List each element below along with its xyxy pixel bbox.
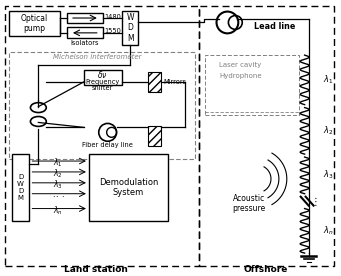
Text: $\lambda_2$: $\lambda_2$	[53, 168, 63, 180]
Bar	[148, 72, 161, 92]
Text: $\lambda_3$: $\lambda_3$	[323, 169, 334, 181]
Bar	[205, 55, 299, 115]
Text: Laser cavity: Laser cavity	[220, 62, 262, 68]
Bar	[89, 154, 168, 221]
Text: $\lambda_3$: $\lambda_3$	[53, 179, 63, 191]
Bar	[9, 10, 60, 36]
Text: Lead line: Lead line	[254, 22, 296, 31]
Text: Optical
pump: Optical pump	[21, 14, 48, 33]
Text: $\lambda_1$: $\lambda_1$	[53, 157, 63, 169]
Text: Isolators: Isolators	[71, 40, 99, 46]
Text: $\cdot\cdot\cdot$: $\cdot\cdot\cdot$	[52, 190, 65, 199]
Text: 1480: 1480	[105, 14, 121, 20]
Text: $\lambda_n$: $\lambda_n$	[323, 224, 334, 237]
Text: $\delta\nu$: $\delta\nu$	[97, 70, 108, 80]
Bar	[199, 6, 334, 266]
Bar	[122, 10, 138, 45]
Text: $\vdots$: $\vdots$	[310, 195, 317, 208]
Text: Acoustic
pressure: Acoustic pressure	[233, 194, 266, 213]
Bar	[12, 154, 29, 221]
Text: Fiber delay line: Fiber delay line	[82, 142, 133, 148]
Bar	[148, 126, 161, 146]
Text: Land station: Land station	[64, 266, 128, 274]
Bar	[84, 70, 121, 85]
Text: $\lambda_2$: $\lambda_2$	[323, 124, 334, 137]
Text: shifter: shifter	[92, 85, 114, 91]
Text: $\lambda_n$: $\lambda_n$	[53, 204, 63, 217]
Text: Michelson interferometer: Michelson interferometer	[53, 54, 142, 60]
Text: Demodulation
System: Demodulation System	[99, 178, 158, 197]
Text: D
W
D
M: D W D M	[17, 174, 24, 201]
Bar	[5, 6, 199, 266]
Text: Hydrophone: Hydrophone	[220, 73, 262, 79]
Text: Offshore: Offshore	[244, 266, 288, 274]
Text: $\lambda_1$: $\lambda_1$	[323, 74, 334, 86]
Text: W
D
M: W D M	[127, 13, 134, 43]
Bar	[67, 13, 103, 23]
Bar	[9, 52, 195, 159]
Text: Mirrors: Mirrors	[163, 79, 186, 85]
Text: 1550: 1550	[105, 28, 121, 34]
Bar	[67, 27, 103, 38]
Text: Frequency: Frequency	[86, 79, 120, 85]
